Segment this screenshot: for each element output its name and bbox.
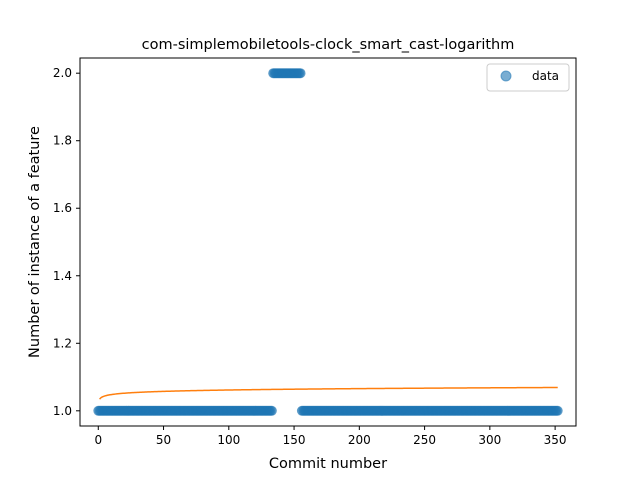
- data-point: [266, 405, 277, 416]
- y-tick-label: 1.8: [53, 134, 72, 148]
- data-point: [295, 68, 306, 79]
- data-point: [552, 405, 563, 416]
- x-tick-label: 100: [217, 433, 240, 447]
- plot-frame: [79, 57, 577, 427]
- chart-title: com-simplemobiletools-clock_smart_cast-l…: [142, 37, 515, 53]
- y-axis-ticks: 1.0 1.2 1.4 1.6 1.8 2.0: [53, 66, 80, 418]
- plot-marks: [93, 68, 563, 416]
- x-tick-label: 50: [156, 433, 171, 447]
- y-tick-label: 2.0: [53, 66, 72, 80]
- legend: data: [486, 63, 570, 92]
- legend-label-data: data: [532, 69, 559, 83]
- x-axis-ticks: 0 50 100 150 200 250 300 350: [94, 426, 567, 447]
- x-tick-label: 350: [544, 433, 567, 447]
- x-tick-label: 250: [413, 433, 436, 447]
- y-tick-label: 1.6: [53, 201, 72, 215]
- x-tick-label: 0: [94, 433, 102, 447]
- fit-line: [99, 386, 558, 400]
- x-tick-label: 150: [283, 433, 306, 447]
- x-axis-label: Commit number: [269, 456, 387, 472]
- y-tick-label: 1.2: [53, 336, 72, 350]
- legend-marker-data: [500, 70, 512, 82]
- y-axis-label: Number of instance of a feature: [27, 126, 43, 358]
- x-tick-label: 200: [348, 433, 371, 447]
- x-tick-label: 300: [478, 433, 501, 447]
- y-tick-label: 1.4: [53, 269, 72, 283]
- y-tick-label: 1.0: [53, 404, 72, 418]
